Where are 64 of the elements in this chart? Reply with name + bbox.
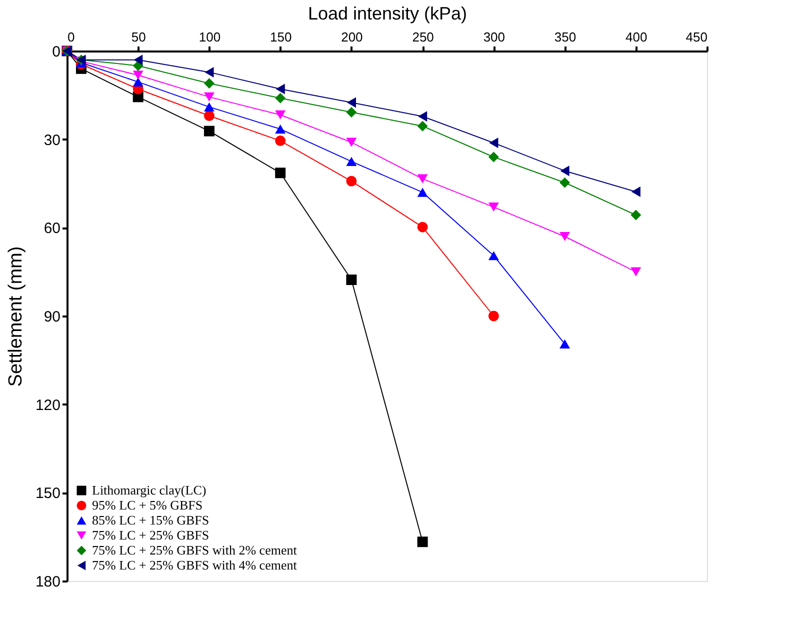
y-tick-label: 180 xyxy=(35,574,60,590)
point xyxy=(417,188,428,197)
point xyxy=(204,110,214,122)
legend-label: 75% LC + 25% GBFS with 2% cement xyxy=(92,542,298,558)
point xyxy=(488,310,499,322)
y-tick-label: 30 xyxy=(44,132,60,149)
point xyxy=(346,107,357,118)
point xyxy=(630,210,642,220)
legend-label: 75% LC + 25% GBFS with 4% cement xyxy=(92,558,298,572)
x-tick-label: 400 xyxy=(626,30,648,44)
point xyxy=(276,84,285,94)
x-tick-label: 200 xyxy=(341,30,363,44)
y-axis-title: Settlement (mm) xyxy=(5,246,26,387)
y-tick-label: 120 xyxy=(35,396,60,414)
y-tick-label: 150 xyxy=(35,485,60,502)
point xyxy=(560,232,570,242)
point xyxy=(204,78,214,89)
legend-label: 95% LC + 5% GBFS xyxy=(92,498,203,512)
point xyxy=(631,186,640,197)
point xyxy=(560,177,570,188)
point xyxy=(417,174,428,184)
x-tick-label: 150 xyxy=(270,30,292,44)
y-tick-label: 60 xyxy=(44,220,60,238)
x-tick-label: 350 xyxy=(554,30,576,44)
point xyxy=(417,222,428,232)
point xyxy=(132,70,144,80)
point xyxy=(132,77,144,86)
x-axis-title: Load intensity (kPa) xyxy=(308,4,468,24)
legend-label: 85% LC + 15% GBFS xyxy=(92,512,210,528)
point xyxy=(346,138,357,147)
point xyxy=(417,120,428,132)
y-tick-label: 0 xyxy=(52,44,60,60)
point xyxy=(275,136,286,146)
x-tick-label: 250 xyxy=(412,30,434,44)
point xyxy=(488,202,499,212)
point xyxy=(275,92,286,104)
x-tick-label: 50 xyxy=(131,30,146,44)
point xyxy=(560,339,570,349)
point xyxy=(204,92,214,102)
point xyxy=(488,251,499,260)
point xyxy=(346,97,356,108)
x-tick-label: 450 xyxy=(686,30,708,44)
x-tick-label: 100 xyxy=(198,30,221,44)
point xyxy=(275,110,286,120)
point xyxy=(417,536,428,548)
point xyxy=(560,166,570,176)
point xyxy=(630,267,642,276)
point xyxy=(275,168,286,178)
y-tick-label: 90 xyxy=(44,308,60,326)
point xyxy=(346,176,357,186)
point xyxy=(204,102,214,112)
point xyxy=(346,156,357,166)
point xyxy=(204,126,214,136)
x-tick-label: 300 xyxy=(483,30,506,44)
point xyxy=(134,54,143,66)
point xyxy=(489,138,498,148)
legend-label: Lithomargic clay(LC) xyxy=(92,482,206,498)
point xyxy=(418,111,428,122)
point xyxy=(275,124,286,134)
x-tick-label: 0 xyxy=(68,30,75,44)
point xyxy=(488,152,499,162)
point xyxy=(346,274,357,286)
legend-label: 75% LC + 25% GBFS xyxy=(92,528,210,542)
point xyxy=(204,66,214,78)
